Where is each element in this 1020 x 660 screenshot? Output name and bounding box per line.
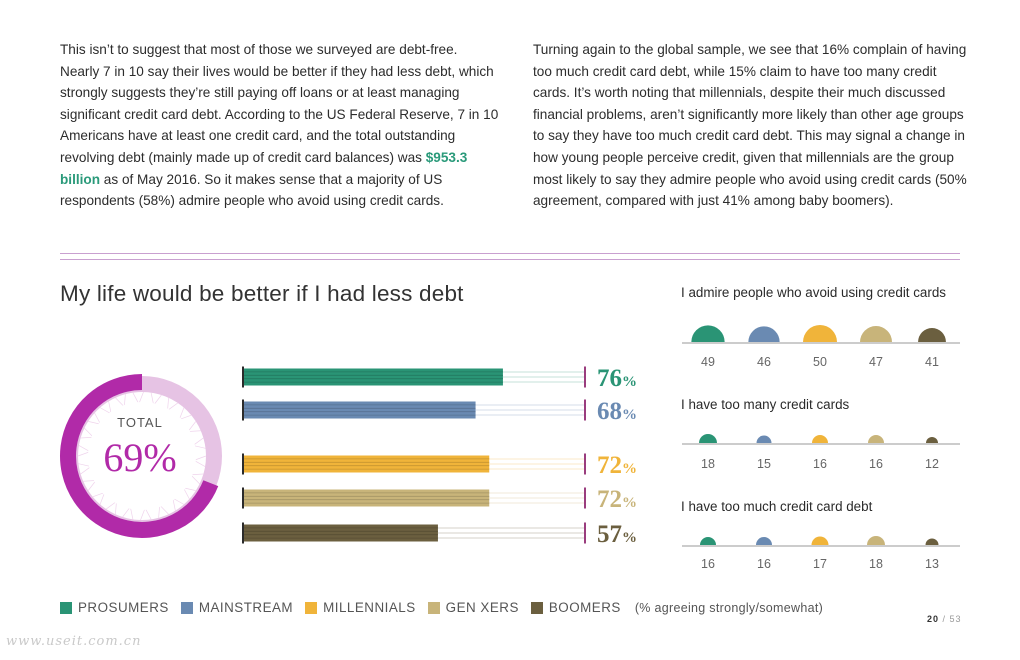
dot-millennials [811, 536, 829, 545]
dot-prosumers [699, 434, 717, 443]
bar-value-label: 68% [597, 398, 637, 425]
bar-start-tick [242, 487, 244, 509]
dot-prosumers [691, 325, 725, 342]
legend: PROSUMERS MAINSTREAM MILLENNIALS GEN XER… [60, 600, 823, 615]
dot-value-label: 17 [813, 557, 827, 571]
dot-prosumers [700, 537, 716, 545]
page-total: 53 [949, 614, 962, 624]
dot-mainstream [748, 326, 780, 342]
legend-item-prosumers: PROSUMERS [60, 600, 169, 615]
panel-title-too-many-cards: I have too many credit cards [681, 397, 850, 412]
dot-mainstream [756, 537, 772, 545]
donut-inner [88, 402, 196, 510]
debt-highlight: $953.3 billion [60, 149, 468, 187]
dot-genxers [868, 435, 884, 443]
legend-note: (% agreeing strongly/somewhat) [634, 600, 824, 615]
chart-title: My life would be better if I had less de… [60, 281, 464, 306]
bar-value-label: 72% [597, 452, 637, 479]
dot-value-label: 49 [701, 355, 715, 369]
legend-label-millennials: MILLENNIALS [323, 600, 416, 615]
bar-start-tick [242, 366, 244, 388]
watermark: www.useit.com.cn [6, 634, 142, 649]
dot-millennials [803, 325, 837, 342]
legend-label-boomers: BOOMERS [548, 600, 621, 615]
dot-boomers [925, 538, 939, 545]
dot-value-label: 47 [869, 355, 883, 369]
donut-total-value: 69% [103, 435, 176, 480]
legend-item-mainstream: MAINSTREAM [180, 600, 294, 615]
page-current: 20 [927, 614, 940, 624]
legend-label-genxers: GEN XERS [445, 600, 519, 615]
bar-genxers [243, 489, 490, 507]
dot-genxers [860, 326, 892, 342]
legend-swatch-prosumers [60, 601, 72, 614]
left-paragraph-text-2: as of May 2016. So it makes sense that a… [60, 171, 444, 209]
legend-swatch-genxers [427, 601, 440, 614]
bar-boomers [243, 524, 438, 542]
bar-end-tick [584, 522, 586, 544]
page-number: 20 / 53 [927, 614, 962, 624]
bar-start-tick [242, 522, 244, 544]
bar-mainstream [243, 401, 476, 419]
divider-line-top [60, 253, 960, 254]
right-paragraph: Turning again to the global sample, we s… [533, 42, 967, 209]
bar-value-label: 76% [597, 365, 637, 392]
legend-item-boomers: BOOMERS [530, 600, 621, 615]
legend-item-millennials: MILLENNIALS [305, 600, 416, 615]
bar-end-tick [584, 366, 586, 388]
dot-value-label: 46 [757, 355, 771, 369]
dot-boomers [918, 328, 946, 342]
bar-start-tick [242, 399, 244, 421]
bar-end-tick [584, 399, 586, 421]
dot-value-label: 16 [813, 457, 827, 471]
bar-value-label: 57% [597, 521, 637, 548]
dot-value-label: 50 [813, 355, 827, 369]
legend-label-prosumers: PROSUMERS [78, 600, 169, 615]
dot-value-label: 12 [925, 457, 939, 471]
donut-total-label: TOTAL [117, 415, 163, 430]
dot-value-label: 16 [869, 457, 883, 471]
legend-swatch-mainstream [180, 601, 193, 614]
dot-value-label: 16 [757, 557, 771, 571]
bar-prosumers [243, 368, 503, 386]
bar-end-tick [584, 487, 586, 509]
dot-value-label: 18 [701, 457, 715, 471]
dot-value-label: 16 [701, 557, 715, 571]
bar-end-tick [584, 453, 586, 475]
dot-mainstream [756, 435, 772, 443]
left-paragraph: This isn’t to suggest that most of those… [60, 39, 500, 212]
legend-swatch-millennials [305, 601, 318, 614]
dot-genxers [867, 536, 885, 545]
legend-swatch-boomers [530, 601, 543, 614]
dot-value-label: 41 [925, 355, 939, 369]
bar-start-tick [242, 453, 244, 475]
dot-value-label: 13 [925, 557, 939, 571]
dot-millennials [812, 435, 828, 443]
dot-boomers [926, 437, 938, 443]
dot-value-label: 18 [869, 557, 883, 571]
left-paragraph-text-1: This isn’t to suggest that most of those… [60, 42, 499, 165]
panel-title-too-much-debt: I have too much credit card debt [681, 499, 873, 514]
bar-value-label: 72% [597, 486, 637, 513]
panel-title-admire: I admire people who avoid using credit c… [681, 285, 946, 300]
legend-item-genxers: GEN XERS [427, 600, 519, 615]
bar-millennials [243, 455, 490, 473]
legend-label-mainstream: MAINSTREAM [198, 600, 294, 615]
divider-line-bottom [60, 259, 960, 260]
dot-value-label: 15 [757, 457, 771, 471]
donut-value-arc [60, 374, 219, 538]
